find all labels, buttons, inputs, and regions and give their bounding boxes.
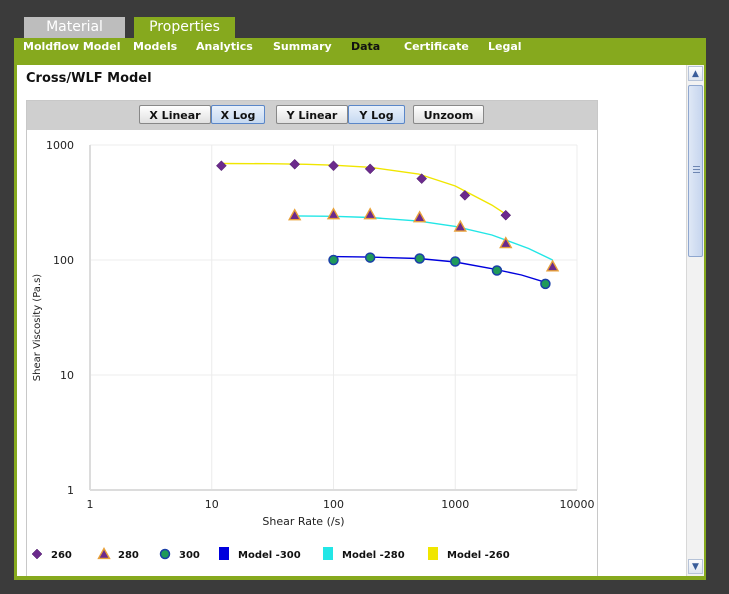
x-log-button[interactable]: X Log bbox=[211, 105, 265, 124]
legend-label: Model -280 bbox=[342, 550, 405, 561]
legend-label: 300 bbox=[179, 550, 200, 561]
legend-swatch bbox=[428, 547, 438, 560]
data-point-260 bbox=[416, 173, 428, 184]
legend-label: Model -260 bbox=[447, 550, 510, 561]
data-point-260 bbox=[459, 189, 471, 201]
data-point-280 bbox=[412, 210, 427, 223]
legend-label: 280 bbox=[118, 550, 139, 561]
series-line-model-280 bbox=[294, 215, 553, 261]
data-point-260 bbox=[328, 160, 339, 172]
data-point-280 bbox=[545, 259, 560, 272]
x-tick-label: 10 bbox=[205, 498, 219, 511]
tab-properties[interactable]: Properties bbox=[134, 17, 235, 39]
nav-moldflow-model[interactable]: Moldflow Model bbox=[23, 40, 121, 53]
scroll-up-arrow-icon[interactable]: ▲ bbox=[688, 66, 703, 81]
data-point-300 bbox=[328, 254, 339, 266]
sub-navigation: Moldflow Model Models Analytics Summary … bbox=[14, 38, 706, 64]
y-linear-button[interactable]: Y Linear bbox=[276, 105, 348, 124]
legend-marker bbox=[159, 548, 171, 560]
data-point-260 bbox=[289, 158, 301, 170]
nav-data[interactable]: Data bbox=[351, 40, 381, 53]
page-title: Cross/WLF Model bbox=[26, 71, 152, 86]
series-line-model-260 bbox=[221, 162, 507, 215]
data-point-260 bbox=[364, 163, 376, 175]
y-tick-label: 1000 bbox=[46, 139, 74, 152]
data-point-280 bbox=[453, 219, 467, 232]
data-point-300 bbox=[491, 265, 503, 276]
tab-material[interactable]: Material bbox=[24, 17, 125, 38]
x-axis-label: Shear Rate (/s) bbox=[262, 515, 344, 528]
y-tick-label: 10 bbox=[60, 369, 74, 382]
data-point-300 bbox=[450, 256, 461, 267]
legend-swatch bbox=[219, 547, 229, 560]
legend-marker bbox=[97, 547, 111, 560]
scroll-down-arrow-icon[interactable]: ▼ bbox=[688, 559, 703, 574]
data-point-260 bbox=[500, 209, 512, 221]
nav-certificate[interactable]: Certificate bbox=[404, 40, 469, 53]
x-tick-label: 1 bbox=[87, 498, 94, 511]
nav-models[interactable]: Models bbox=[133, 40, 178, 53]
legend-marker bbox=[31, 548, 43, 560]
properties-panel: Moldflow Model Models Analytics Summary … bbox=[14, 38, 706, 580]
data-point-280 bbox=[326, 207, 341, 220]
unzoom-button[interactable]: Unzoom bbox=[413, 105, 484, 124]
x-tick-label: 1000 bbox=[441, 498, 469, 511]
nav-summary[interactable]: Summary bbox=[273, 40, 332, 53]
y-axis-label: Shear Viscosity (Pa.s) bbox=[32, 274, 43, 381]
data-point-300 bbox=[540, 278, 551, 290]
viscosity-chart[interactable]: 1 10 100 1000 10000 1 10 100 1000 Shear Rate (/s)… bbox=[27, 130, 597, 576]
legend-label: Model -300 bbox=[238, 550, 301, 561]
legend-swatch bbox=[323, 547, 333, 560]
y-log-button[interactable]: Y Log bbox=[348, 105, 405, 124]
x-tick-label: 100 bbox=[323, 498, 344, 511]
data-point-300 bbox=[364, 252, 376, 263]
data-point-280 bbox=[288, 208, 302, 221]
x-tick-label: 10000 bbox=[560, 498, 595, 511]
data-point-280 bbox=[499, 236, 513, 249]
content-area: Cross/WLF Model X Linear X Log Y Linear … bbox=[17, 65, 686, 576]
chart-panel: X Linear X Log Y Linear Y Log Unzoom 1 10… bbox=[26, 100, 598, 576]
y-tick-label: 100 bbox=[53, 254, 74, 267]
scroll-thumb[interactable] bbox=[688, 85, 703, 257]
nav-legal[interactable]: Legal bbox=[488, 40, 522, 53]
data-point-280 bbox=[363, 207, 377, 220]
x-linear-button[interactable]: X Linear bbox=[139, 105, 211, 124]
nav-analytics[interactable]: Analytics bbox=[196, 40, 253, 53]
data-point-260 bbox=[216, 160, 227, 172]
y-tick-label: 1 bbox=[67, 484, 74, 497]
legend-label: 260 bbox=[51, 550, 72, 561]
vertical-scrollbar[interactable]: ▲ ▼ bbox=[686, 65, 704, 576]
data-point-300 bbox=[414, 253, 425, 264]
chart-toolbar: X Linear X Log Y Linear Y Log Unzoom bbox=[27, 101, 597, 130]
